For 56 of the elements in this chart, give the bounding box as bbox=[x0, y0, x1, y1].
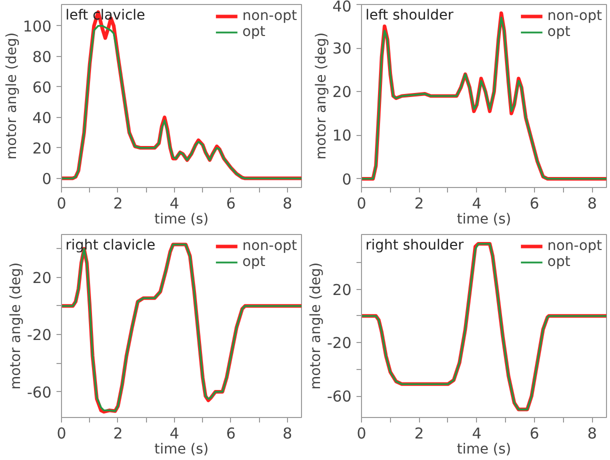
x-tick-label: 0 bbox=[356, 424, 366, 442]
y-tick-label: -20 bbox=[327, 334, 352, 352]
x-axis-title: time (s) bbox=[154, 442, 209, 458]
y-tick-label: -20 bbox=[27, 326, 52, 344]
x-tick-label: 0 bbox=[56, 424, 66, 442]
legend-label: opt bbox=[547, 24, 570, 40]
y-axis-title: motor angle (deg) bbox=[8, 262, 24, 390]
legend-label: opt bbox=[242, 24, 266, 40]
x-tick-label: 2 bbox=[113, 194, 123, 212]
y-tick-label: 20 bbox=[32, 268, 52, 287]
legend-label: non-opt bbox=[547, 8, 602, 24]
y-axis-title: motor angle (deg) bbox=[313, 32, 330, 160]
x-tick-label: 8 bbox=[587, 424, 597, 442]
y-tick-label: 80 bbox=[32, 48, 52, 66]
x-tick-label: 0 bbox=[356, 194, 366, 212]
x-tick-label: 2 bbox=[414, 194, 424, 212]
x-axis-title: time (s) bbox=[456, 442, 512, 458]
y-axis-title: motor angle (deg) bbox=[4, 32, 20, 160]
x-tick-label: 6 bbox=[530, 194, 540, 212]
chart-title: left shoulder bbox=[366, 8, 454, 24]
x-axis-title: time (s) bbox=[456, 212, 512, 228]
x-tick-label: 0 bbox=[56, 194, 66, 212]
y-tick-label: 40 bbox=[332, 0, 352, 16]
x-tick-label: 4 bbox=[472, 424, 482, 442]
x-tick-label: 2 bbox=[414, 424, 424, 442]
x-tick-label: 8 bbox=[282, 424, 292, 442]
y-tick-label: 30 bbox=[332, 40, 352, 58]
y-tick-label: -60 bbox=[27, 383, 52, 402]
y-tick-label: 60 bbox=[32, 78, 52, 96]
x-tick-label: 4 bbox=[170, 194, 180, 212]
y-tick-label: 100 bbox=[22, 17, 52, 36]
y-tick-label: 20 bbox=[32, 139, 52, 158]
y-tick-label: 10 bbox=[332, 126, 352, 145]
y-axis-title: motor angle (deg) bbox=[308, 262, 324, 390]
legend-label: non-opt bbox=[242, 8, 297, 24]
x-tick-label: 4 bbox=[170, 424, 180, 442]
y-tick-label: -60 bbox=[327, 388, 352, 406]
y-tick-label: 40 bbox=[32, 108, 52, 127]
y-tick-label: 0 bbox=[342, 170, 352, 188]
legend-label: non-opt bbox=[547, 238, 602, 254]
x-tick-label: 2 bbox=[113, 424, 123, 442]
x-tick-label: 6 bbox=[530, 424, 540, 442]
chart-title: right shoulder bbox=[366, 238, 464, 254]
legend-label: non-opt bbox=[242, 238, 297, 254]
y-tick-label: 20 bbox=[332, 280, 352, 299]
x-tick-label: 4 bbox=[472, 194, 482, 212]
y-tick-label: 20 bbox=[332, 83, 352, 102]
legend-label: opt bbox=[547, 254, 570, 270]
x-tick-label: 6 bbox=[226, 424, 236, 442]
y-tick-label: 0 bbox=[42, 170, 52, 188]
x-tick-label: 6 bbox=[226, 194, 236, 212]
chart-title: right clavicle bbox=[66, 238, 156, 254]
x-tick-label: 8 bbox=[282, 194, 292, 212]
x-tick-label: 8 bbox=[587, 194, 597, 212]
legend-label: opt bbox=[242, 254, 266, 270]
x-axis-title: time (s) bbox=[154, 212, 209, 228]
